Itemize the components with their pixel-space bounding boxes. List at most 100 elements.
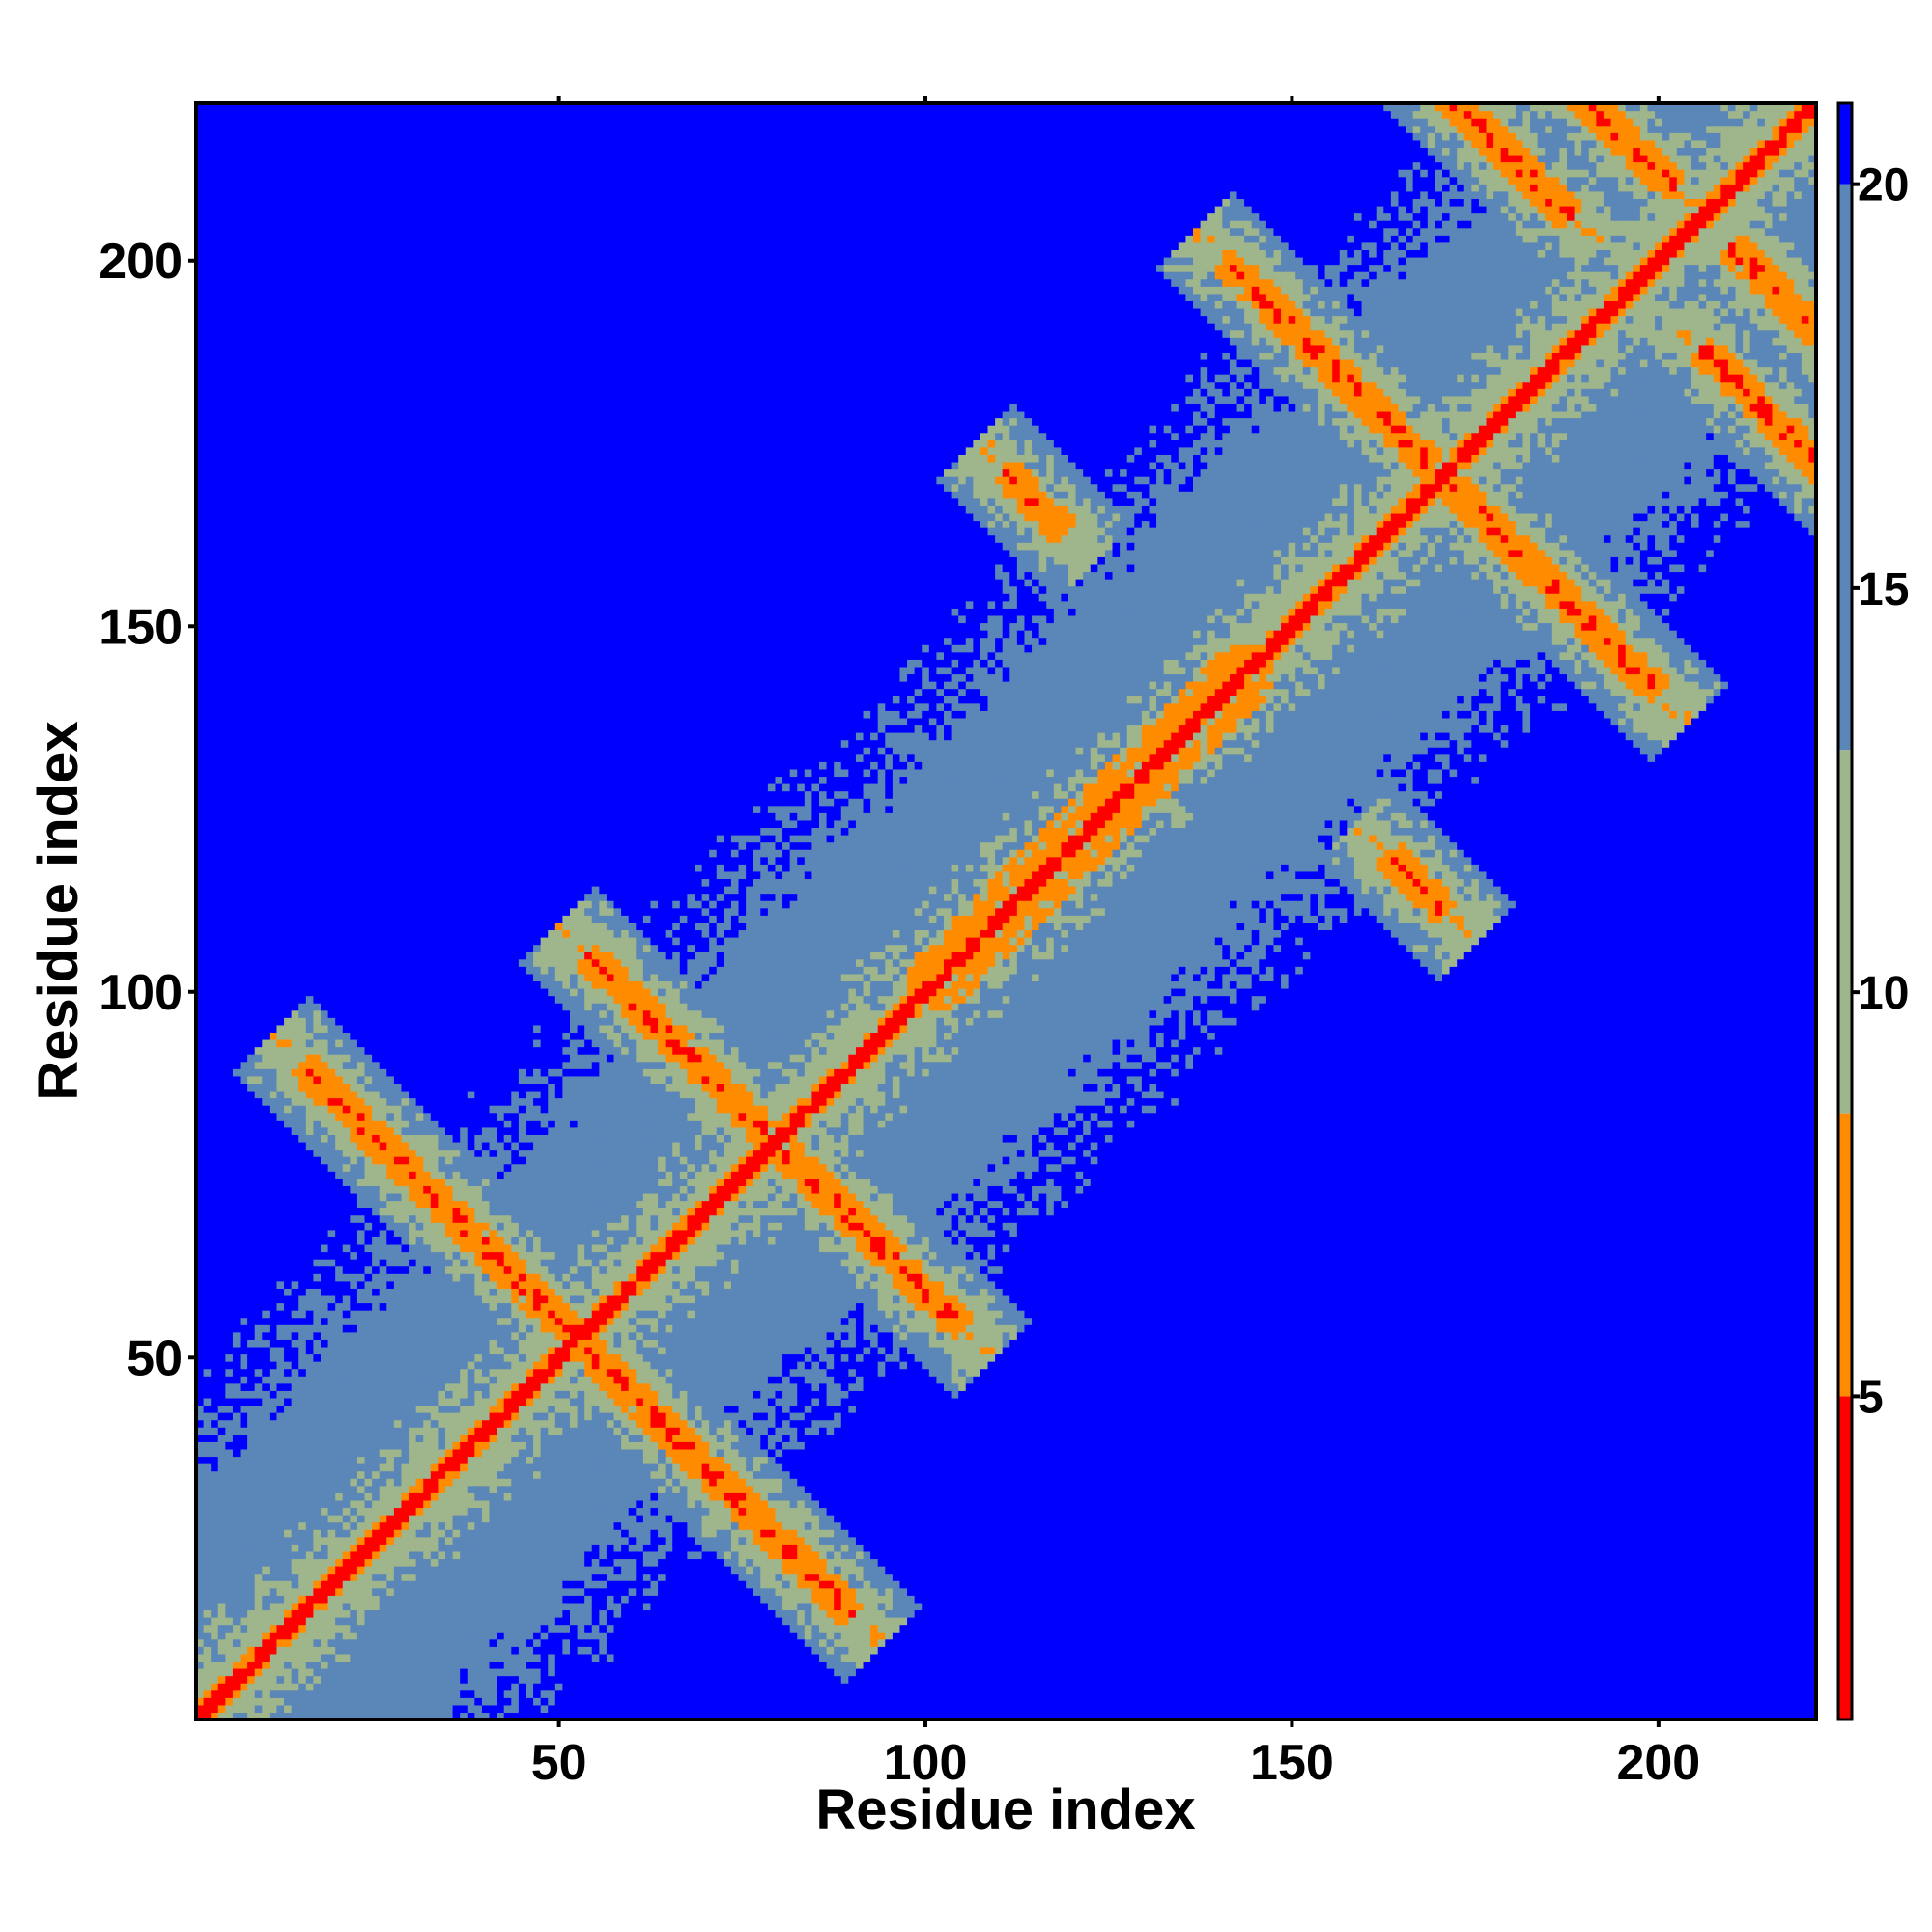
heatmap-cell [204,638,212,645]
heatmap-cell [204,1150,212,1157]
heatmap-cell [204,403,212,411]
heatmap-cell [204,996,212,1004]
heatmap-cell [204,1193,212,1201]
heatmap-cell [204,1492,212,1500]
heatmap-cell [204,345,212,353]
heatmap-cell [204,352,212,359]
heatmap-cell [204,1361,212,1369]
heatmap-cell [204,1076,212,1084]
heatmap-cell [204,696,212,703]
heatmap-cell [204,330,212,338]
heatmap-cell [204,498,212,506]
heatmap-cell [204,1661,212,1668]
heatmap-cell [204,1625,212,1633]
heatmap-cell [204,710,212,718]
heatmap-cell [204,1091,212,1098]
heatmap-cell [204,849,212,857]
heatmap-cell [204,1574,212,1581]
heatmap-cell [204,1010,212,1018]
heatmap-cell [204,147,212,155]
heatmap-cell [204,966,212,974]
heatmap-cell [204,1405,212,1412]
heatmap-cell [204,915,212,923]
heatmap-cell [204,1120,212,1127]
heatmap-cell [204,411,212,418]
heatmap-cell [204,1244,212,1252]
heatmap-cell [211,1697,218,1705]
heatmap-cell [211,1588,218,1596]
heatmap-cell [204,257,212,265]
heatmap-cell [211,1661,218,1668]
heatmap-cell [204,1098,212,1106]
heatmap-cell [204,1668,212,1676]
heatmap-cell [204,454,212,462]
heatmap-cell [204,1179,212,1186]
heatmap-cell [204,806,212,813]
heatmap-cell [204,644,212,652]
heatmap-cell [211,1625,218,1633]
heatmap-cell [204,1252,212,1260]
heatmap-cell [204,249,212,257]
heatmap-cell [204,1113,212,1121]
heatmap-cell [204,213,212,221]
heatmap-cell [211,1654,218,1662]
heatmap-cell [204,527,212,535]
heatmap-cell [204,1478,212,1486]
heatmap-cell [204,929,212,937]
heatmap-cell [204,308,212,316]
heatmap-cell [204,1039,212,1047]
heatmap-cells [196,103,1817,1720]
heatmap-cell [204,601,212,609]
heatmap-cell [204,608,212,615]
heatmap-cell [204,140,212,148]
heatmap-cell [204,1156,212,1164]
heatmap-cell [204,1142,212,1150]
heatmap-cell [204,235,212,242]
heatmap-cell [204,1164,212,1172]
heatmap-cell [204,586,212,594]
heatmap-cell [204,952,212,959]
heatmap-cell [204,1603,212,1610]
heatmap-cell [204,1544,212,1551]
heatmap-cell [204,220,212,228]
heatmap-cell [204,652,212,660]
heatmap-cell [204,513,212,521]
heatmap-cell [204,1215,212,1223]
heatmap-cell [204,367,212,375]
heatmap-cell [204,550,212,557]
heatmap-cell [204,169,212,177]
heatmap-cell [204,579,212,586]
heatmap-cell [204,271,212,279]
heatmap-cell [211,1668,218,1676]
heatmap-cell [204,191,212,199]
heatmap-cell [204,974,212,981]
heatmap-cell [204,433,212,440]
heatmap-cell [204,1003,212,1010]
heatmap-cell [204,521,212,528]
heatmap-cell [204,1376,212,1383]
heatmap-cell [204,505,212,513]
heatmap-cell [204,1025,212,1033]
heatmap-cell [204,1230,212,1237]
heatmap-cell [204,1208,212,1215]
heatmap-cell [204,1537,212,1545]
heatmap-cell [204,542,212,550]
heatmap-cell [204,937,212,945]
heatmap-cell [204,1690,212,1698]
heatmap-cell [204,703,212,711]
heatmap-cell [204,1295,212,1303]
heatmap-cell [204,184,212,191]
heatmap-cell [204,1529,212,1537]
heatmap-cell [204,1054,212,1062]
heatmap-cell [204,571,212,579]
heatmap-cell [204,1105,212,1113]
heatmap-cell [204,484,212,492]
heatmap-cell [204,1435,212,1442]
heatmap-cell [204,1595,212,1603]
heatmap-cell [204,1471,212,1479]
heatmap-cell [204,1441,212,1449]
heatmap-cell [204,747,212,754]
heatmap-cell [204,1062,212,1069]
heatmap-cell [204,724,212,732]
